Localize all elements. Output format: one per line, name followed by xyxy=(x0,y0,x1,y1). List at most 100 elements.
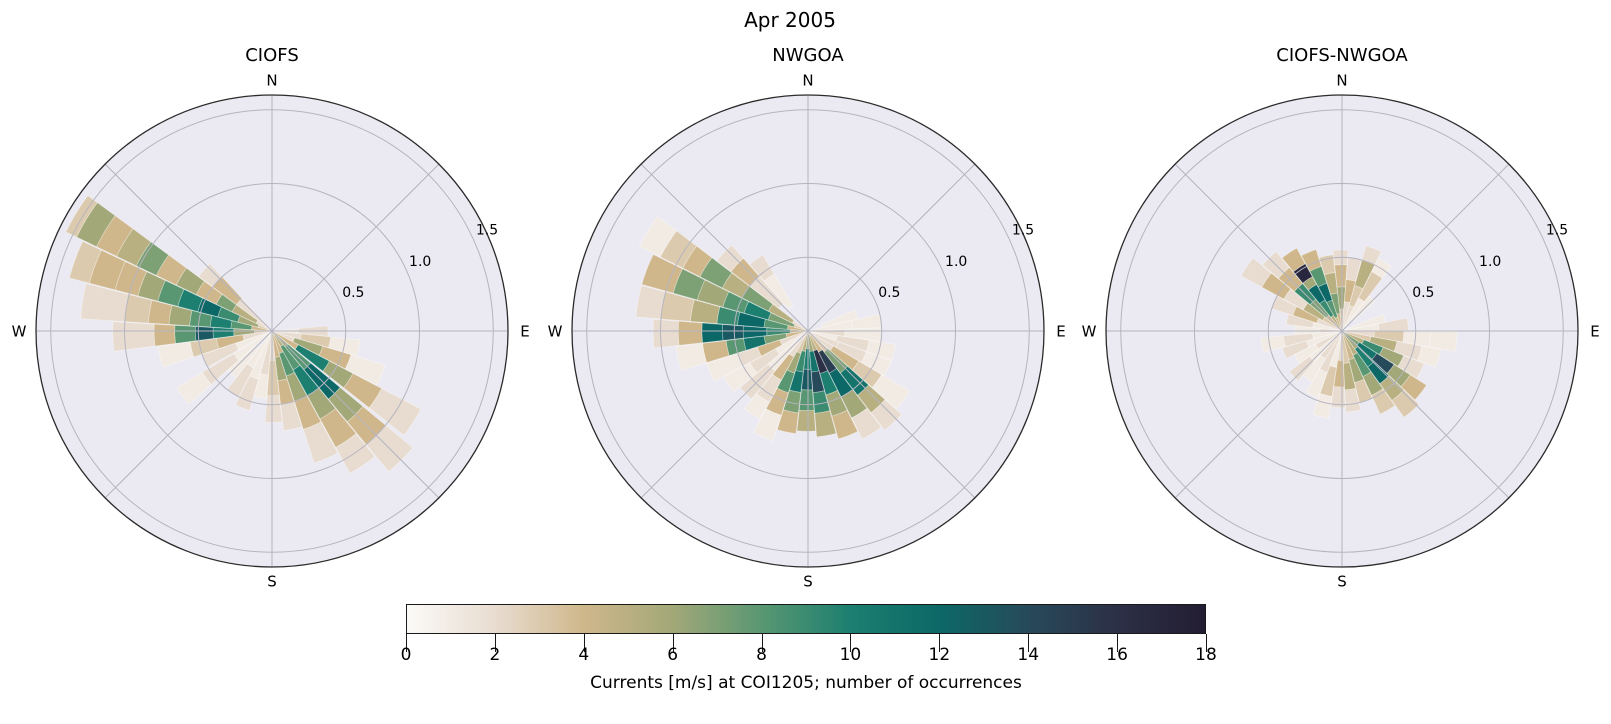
rose-segment xyxy=(1371,352,1395,375)
rose-segment xyxy=(269,330,276,361)
rose-segment xyxy=(788,330,809,358)
rose-segment xyxy=(271,330,296,343)
rose-segment xyxy=(1261,272,1292,300)
rose-segment xyxy=(791,319,809,332)
grid-ring xyxy=(586,109,1030,553)
rose-segment xyxy=(1373,330,1405,343)
rose-segment xyxy=(1305,368,1328,399)
colorbar-tick xyxy=(1206,634,1207,652)
rose-segment xyxy=(716,244,744,272)
rose-segment xyxy=(115,228,152,267)
rose-segment xyxy=(1341,330,1375,338)
rose-segment xyxy=(722,324,744,341)
compass-label-w: W xyxy=(548,323,563,341)
rose-segment xyxy=(285,372,308,402)
rose-segment xyxy=(1343,362,1357,391)
rose-segment xyxy=(1260,335,1286,353)
rose-segment xyxy=(1312,321,1343,332)
rose-segment xyxy=(805,330,810,350)
rose-segment xyxy=(1309,265,1328,288)
rose-segment xyxy=(825,390,848,417)
rose-segment xyxy=(153,323,176,347)
rose-segment xyxy=(233,328,255,337)
rose-segment xyxy=(271,328,299,334)
rose-segment xyxy=(706,352,744,382)
rose-segment xyxy=(1371,388,1396,415)
rose-segment xyxy=(1369,336,1398,352)
rose-segment xyxy=(1317,282,1333,303)
rose-segment xyxy=(798,389,815,411)
rose-segment xyxy=(253,373,269,399)
rose-segment xyxy=(660,291,695,322)
polar-background xyxy=(36,95,508,567)
radial-tick-label: 1.5 xyxy=(1546,223,1568,239)
rose-segment xyxy=(807,320,853,332)
rose-segment xyxy=(1344,279,1357,303)
rose-segment xyxy=(174,324,197,344)
rose-segment xyxy=(168,305,193,327)
rose-segment xyxy=(793,323,809,332)
rose-segment xyxy=(246,330,273,369)
rose-segment xyxy=(124,294,153,324)
rose-segment xyxy=(1352,352,1372,378)
radial-tick-label: 1.5 xyxy=(476,223,498,239)
rose-segment xyxy=(195,280,223,305)
rose-segment xyxy=(1294,325,1321,335)
colorbar-tick xyxy=(672,634,674,652)
rose-segment xyxy=(230,320,253,331)
rose-segment xyxy=(742,325,768,339)
rose-segment xyxy=(1341,297,1365,332)
rose-segment xyxy=(68,240,102,284)
rose-segment xyxy=(264,395,283,423)
rose-segment xyxy=(1322,316,1343,332)
rose-segment xyxy=(1334,316,1343,332)
rose-segment xyxy=(1330,292,1341,315)
rose-segment xyxy=(1391,389,1420,418)
rose-segment xyxy=(857,384,886,414)
rose-segment xyxy=(835,341,867,363)
rose-segment xyxy=(730,257,760,287)
rose-segment xyxy=(749,348,780,374)
rose-segment xyxy=(840,389,868,419)
rose-segment xyxy=(801,368,813,391)
colorbar-tick xyxy=(761,634,763,652)
rose-segment xyxy=(765,387,789,416)
grid-ring xyxy=(733,256,883,406)
rose-segment xyxy=(659,230,698,269)
rose-segment xyxy=(242,330,273,341)
rose-segment xyxy=(215,293,237,313)
rose-segment xyxy=(299,333,332,349)
rose-segment xyxy=(638,216,678,258)
rose-segment xyxy=(789,369,804,393)
rose-segment xyxy=(176,371,212,405)
grid-spoke xyxy=(1341,163,1510,332)
rose-segment xyxy=(322,360,354,389)
rose-segment xyxy=(1348,285,1364,308)
rose-segment xyxy=(212,276,243,306)
radial-tick-label: 0.5 xyxy=(878,285,900,301)
radial-tick-label: 1.0 xyxy=(945,254,967,270)
rose-segment xyxy=(1354,259,1376,290)
compass-label-n: N xyxy=(1336,72,1347,90)
rose-segment xyxy=(1319,365,1337,398)
colorbar-tick-label: 8 xyxy=(756,645,767,665)
rose-segment xyxy=(1402,330,1431,348)
rose-segment xyxy=(682,245,713,278)
colorbar-tick-label: 14 xyxy=(1017,645,1040,665)
rose-segment xyxy=(1323,272,1338,295)
rose-segment xyxy=(1354,345,1375,368)
rose-segment xyxy=(1318,254,1336,276)
rose-segment xyxy=(812,390,831,414)
rose-segment xyxy=(1271,295,1298,316)
rose-segment xyxy=(1281,247,1306,273)
rose-segment xyxy=(249,330,273,380)
rose-segment xyxy=(1386,363,1411,388)
rose-segment xyxy=(1341,330,1359,350)
figure-title: Apr 2005 xyxy=(744,8,836,32)
rose-segment xyxy=(209,315,233,329)
rose-segment xyxy=(271,330,299,350)
rose-segment xyxy=(292,337,324,356)
rose-segment xyxy=(741,285,774,312)
rose-segment xyxy=(1312,330,1343,340)
